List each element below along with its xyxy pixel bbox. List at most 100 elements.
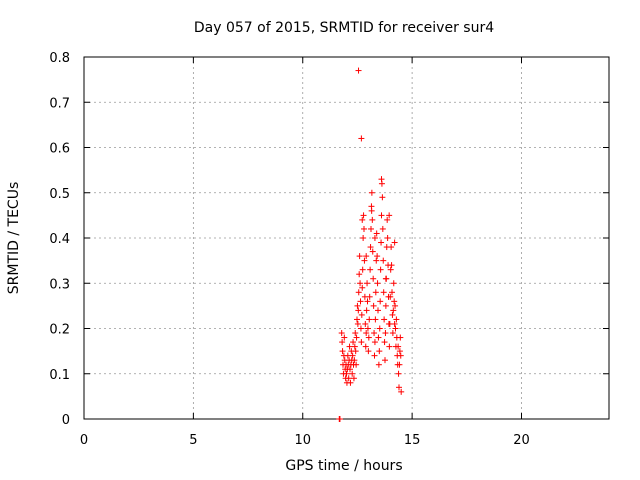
data-point [360,212,367,219]
data-point [395,343,402,350]
y-tick-label: 0.3 [49,277,70,292]
data-point [377,266,384,273]
data-point [389,289,395,296]
data-point [350,339,357,346]
data-point [375,307,381,314]
data-point [389,330,396,337]
data-point [352,330,359,337]
data-point [371,330,378,337]
y-tick-label: 0.2 [49,323,70,338]
data-point [359,266,366,273]
data-series [336,67,405,422]
data-point [376,325,383,332]
data-point [397,352,404,359]
data-point [345,375,352,382]
x-tick-label: 15 [404,433,421,448]
chart-title: Day 057 of 2015, SRMTID for receiver sur… [194,20,494,36]
data-point [364,325,371,332]
data-point [365,348,372,355]
data-point [360,235,367,241]
data-point [371,339,378,346]
data-point [354,320,361,327]
data-point [356,253,363,260]
data-point [391,239,398,246]
y-tick-label: 0.7 [49,96,70,111]
data-point [352,348,359,355]
data-point [357,325,364,332]
y-tick-label: 0.8 [49,51,70,66]
data-point [372,289,379,296]
data-point [362,320,369,327]
data-point [361,225,367,232]
data-point [376,348,383,355]
data-point [378,212,385,219]
data-point [357,280,364,287]
data-point [372,316,379,323]
data-point [380,289,387,296]
data-point [347,379,354,386]
data-point [380,257,387,264]
data-point [353,334,360,341]
data-point [369,216,376,223]
data-point [363,307,370,314]
data-point [373,230,380,237]
data-point [384,235,391,241]
data-point [363,330,370,337]
data-point [381,316,388,323]
data-point [339,339,346,346]
data-point [359,284,366,291]
data-point [370,275,377,282]
data-point [369,248,376,255]
data-point [353,361,360,368]
data-point [386,212,393,219]
data-point [378,239,385,246]
data-point [378,176,385,183]
data-point [398,388,405,395]
data-point [349,370,356,377]
data-point [367,244,374,251]
data-point [341,334,348,341]
data-point [358,135,365,142]
data-point [382,302,389,309]
data-point [366,293,373,300]
data-point [388,244,395,251]
data-point [397,334,404,341]
data-point [370,302,377,309]
data-point [365,334,372,341]
data-point [368,207,375,214]
data-point [379,194,386,201]
data-point [377,298,384,305]
data-point [349,352,356,359]
data-point [346,343,353,350]
x-tick-label: 0 [80,433,88,448]
data-point [390,307,397,314]
data-point [396,384,402,391]
data-point [393,316,400,323]
data-point [336,416,343,422]
data-point [379,225,386,232]
data-point [371,352,378,359]
data-point [386,343,393,350]
data-point [364,280,371,287]
data-point [392,325,399,332]
data-point [359,216,366,223]
data-point [347,366,353,373]
data-point [354,316,360,323]
data-point [355,67,362,74]
data-point [351,357,358,364]
data-point [354,302,361,309]
x-tick-label: 20 [513,433,530,448]
data-point [375,361,382,368]
data-point [373,257,380,264]
data-point [355,307,362,314]
y-axis-label: SRMTID / TECUs [6,182,22,295]
y-tick-label: 0.6 [49,142,70,157]
data-point [384,216,391,223]
data-point [351,343,358,350]
data-point [343,370,350,377]
data-point [371,235,378,241]
data-point [395,370,402,377]
data-point [338,330,345,337]
data-point [368,189,375,196]
data-point [350,375,357,382]
